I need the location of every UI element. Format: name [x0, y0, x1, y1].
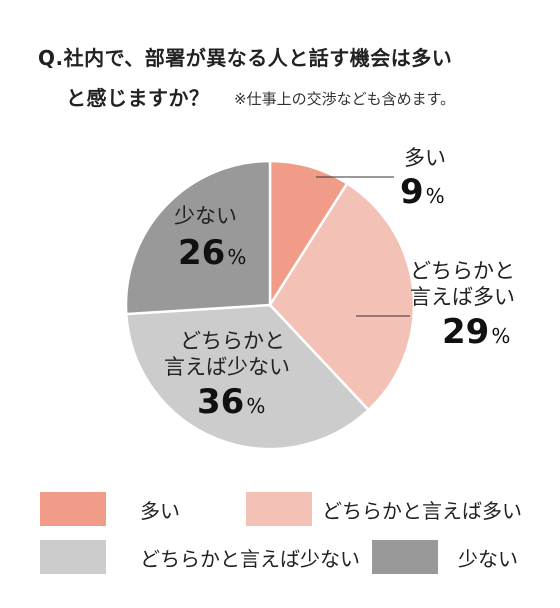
- pct-somewhat-many: 29%: [442, 312, 510, 352]
- pct-few-value: 26: [178, 233, 226, 273]
- label-few: 少ない: [174, 204, 237, 228]
- pct-somewhat-many-unit: %: [491, 324, 511, 348]
- legend-swatch-somewhat-few: [40, 540, 106, 574]
- legend-item-many: 多い: [40, 492, 180, 526]
- chart-note: ※仕事上の交渉なども含めます。: [234, 90, 456, 108]
- label-many: 多い: [404, 146, 446, 170]
- pie-slice-somewhat-few: [124, 303, 371, 451]
- legend-label-few: 少ない: [458, 546, 518, 571]
- pct-somewhat-few-unit: %: [246, 394, 266, 418]
- pie-slice-somewhat-many: [268, 181, 416, 412]
- pct-few: 26%: [178, 233, 246, 273]
- pie-slice-few: [124, 159, 272, 316]
- legend-swatch-many: [40, 492, 106, 526]
- pct-many-unit: %: [425, 184, 445, 208]
- pct-somewhat-many-value: 29: [442, 312, 490, 352]
- legend-item-somewhat-many: どちらかと言えば多い: [246, 492, 522, 526]
- legend-item-few: 少ない: [372, 540, 518, 574]
- chart-title-line1: Q.社内で、部署が異なる人と話す機会は多い: [38, 46, 453, 70]
- pie-slice-many: [268, 159, 349, 310]
- legend-label-many: 多い: [140, 498, 180, 523]
- legend-swatch-somewhat-many: [246, 492, 312, 526]
- pct-somewhat-few-value: 36: [197, 382, 245, 422]
- label-somewhat-few-1: どちらかと: [180, 329, 285, 353]
- legend-label-somewhat-few: どちらかと言えば少ない: [140, 546, 360, 571]
- pct-somewhat-few: 36%: [197, 382, 265, 422]
- legend-label-somewhat-many: どちらかと言えば多い: [322, 498, 522, 523]
- pct-many-value: 9: [400, 172, 424, 212]
- legend-swatch-few: [372, 540, 438, 574]
- legend-item-somewhat-few: どちらかと言えば少ない: [40, 540, 360, 574]
- label-somewhat-few-2: 言えば少ない: [164, 355, 290, 379]
- label-somewhat-many-2: 言えば多い: [410, 285, 515, 309]
- pct-few-unit: %: [227, 245, 247, 269]
- label-somewhat-many-1: どちらかと: [410, 259, 515, 283]
- chart-title-line2: と感じますか？: [66, 86, 210, 110]
- pct-many: 9%: [400, 172, 445, 212]
